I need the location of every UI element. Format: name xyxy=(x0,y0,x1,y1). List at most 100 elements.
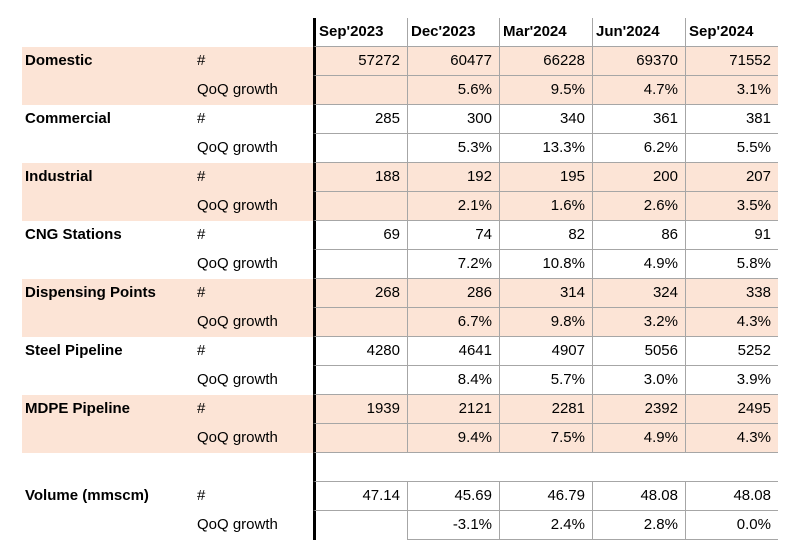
value-cell[interactable]: 1.6% xyxy=(500,192,593,221)
value-cell[interactable]: 2281 xyxy=(500,395,593,424)
column-header[interactable]: Jun'2024 xyxy=(593,18,686,47)
value-cell[interactable]: 48.08 xyxy=(593,482,686,511)
value-cell[interactable]: 192 xyxy=(408,163,500,192)
value-cell[interactable]: 45.69 xyxy=(408,482,500,511)
row-label[interactable]: Industrial xyxy=(22,163,196,192)
value-cell[interactable]: 82 xyxy=(500,221,593,250)
column-header[interactable]: Sep'2024 xyxy=(686,18,778,47)
row-label[interactable]: Domestic xyxy=(22,47,196,76)
row-label-spacer[interactable] xyxy=(22,76,196,105)
metric-label[interactable]: QoQ growth xyxy=(197,516,278,533)
value-cell[interactable]: 2.1% xyxy=(408,192,500,221)
value-cell[interactable] xyxy=(313,366,408,395)
value-cell[interactable]: 381 xyxy=(686,105,778,134)
value-cell[interactable]: 2392 xyxy=(593,395,686,424)
value-cell[interactable]: 5.3% xyxy=(408,134,500,163)
value-cell[interactable] xyxy=(313,511,408,540)
value-cell[interactable]: 4.3% xyxy=(686,424,778,453)
value-cell[interactable]: 74 xyxy=(408,221,500,250)
value-cell[interactable]: 3.9% xyxy=(686,366,778,395)
row-label-spacer[interactable] xyxy=(22,134,196,163)
metric-label[interactable]: # xyxy=(197,226,206,243)
value-cell[interactable]: 5.8% xyxy=(686,250,778,279)
value-cell[interactable]: 2.8% xyxy=(593,511,686,540)
value-cell[interactable]: 200 xyxy=(593,163,686,192)
row-label[interactable]: Dispensing Points xyxy=(22,279,196,308)
value-cell[interactable] xyxy=(313,134,408,163)
value-cell[interactable]: 4.9% xyxy=(593,250,686,279)
metric-label[interactable]: QoQ growth xyxy=(196,308,313,337)
value-cell[interactable]: 3.5% xyxy=(686,192,778,221)
value-cell[interactable]: 2121 xyxy=(408,395,500,424)
value-cell[interactable] xyxy=(313,308,408,337)
row-label-spacer[interactable] xyxy=(22,250,196,279)
value-cell[interactable]: 4907 xyxy=(500,337,593,366)
value-cell[interactable]: 5252 xyxy=(686,337,778,366)
column-header[interactable]: Mar'2024 xyxy=(500,18,593,47)
value-cell[interactable]: 66228 xyxy=(500,47,593,76)
row-label-spacer[interactable] xyxy=(22,424,196,453)
value-cell[interactable]: 60477 xyxy=(408,47,500,76)
value-cell[interactable]: 324 xyxy=(593,279,686,308)
value-cell[interactable]: 5.7% xyxy=(500,366,593,395)
value-cell[interactable]: 7.5% xyxy=(500,424,593,453)
value-cell[interactable]: 2495 xyxy=(686,395,778,424)
value-cell[interactable]: 57272 xyxy=(313,47,408,76)
value-cell[interactable]: 300 xyxy=(408,105,500,134)
value-cell[interactable]: 340 xyxy=(500,105,593,134)
value-cell[interactable]: 48.08 xyxy=(686,482,778,511)
metric-label[interactable]: # xyxy=(197,110,206,127)
value-cell[interactable]: 9.5% xyxy=(500,76,593,105)
value-cell[interactable]: 86 xyxy=(593,221,686,250)
row-label-spacer[interactable] xyxy=(22,308,196,337)
metric-label[interactable]: QoQ growth xyxy=(196,192,313,221)
value-cell[interactable]: 0.0% xyxy=(686,511,778,540)
value-cell[interactable]: 7.2% xyxy=(408,250,500,279)
value-cell[interactable]: -3.1% xyxy=(408,511,500,540)
metric-label[interactable]: QoQ growth xyxy=(196,424,313,453)
row-label[interactable]: MDPE Pipeline xyxy=(22,395,196,424)
value-cell[interactable]: 3.0% xyxy=(593,366,686,395)
value-cell[interactable]: 207 xyxy=(686,163,778,192)
row-label[interactable]: CNG Stations xyxy=(25,226,122,243)
value-cell[interactable] xyxy=(313,250,408,279)
value-cell[interactable]: 4.9% xyxy=(593,424,686,453)
metric-label[interactable]: QoQ growth xyxy=(197,139,278,156)
value-cell[interactable]: 6.7% xyxy=(408,308,500,337)
row-label[interactable]: Steel Pipeline xyxy=(25,342,123,359)
value-cell[interactable]: 268 xyxy=(313,279,408,308)
value-cell[interactable] xyxy=(313,192,408,221)
row-label[interactable]: Volume (mmscm) xyxy=(25,487,149,504)
value-cell[interactable]: 5056 xyxy=(593,337,686,366)
row-label-spacer[interactable] xyxy=(22,511,196,540)
value-cell[interactable]: 9.8% xyxy=(500,308,593,337)
value-cell[interactable]: 1939 xyxy=(313,395,408,424)
metric-label[interactable]: QoQ growth xyxy=(197,255,278,272)
value-cell[interactable]: 4.7% xyxy=(593,76,686,105)
value-cell[interactable]: 9.4% xyxy=(408,424,500,453)
value-cell[interactable] xyxy=(313,76,408,105)
value-cell[interactable]: 71552 xyxy=(686,47,778,76)
column-header[interactable]: Sep'2023 xyxy=(313,18,408,47)
value-cell[interactable]: 5.5% xyxy=(686,134,778,163)
value-cell[interactable] xyxy=(313,424,408,453)
metric-label[interactable]: # xyxy=(196,395,313,424)
value-cell[interactable]: 91 xyxy=(686,221,778,250)
row-label[interactable]: Commercial xyxy=(25,110,111,127)
value-cell[interactable]: 195 xyxy=(500,163,593,192)
value-cell[interactable]: 13.3% xyxy=(500,134,593,163)
metric-label[interactable]: # xyxy=(196,47,313,76)
value-cell[interactable]: 3.1% xyxy=(686,76,778,105)
value-cell[interactable]: 361 xyxy=(593,105,686,134)
value-cell[interactable]: 4641 xyxy=(408,337,500,366)
value-cell[interactable]: 5.6% xyxy=(408,76,500,105)
value-cell[interactable]: 46.79 xyxy=(500,482,593,511)
value-cell[interactable]: 3.2% xyxy=(593,308,686,337)
value-cell[interactable]: 10.8% xyxy=(500,250,593,279)
metric-label[interactable]: QoQ growth xyxy=(196,76,313,105)
value-cell[interactable]: 4280 xyxy=(313,337,408,366)
value-cell[interactable]: 6.2% xyxy=(593,134,686,163)
value-cell[interactable]: 4.3% xyxy=(686,308,778,337)
metric-label[interactable]: # xyxy=(197,487,206,504)
value-cell[interactable]: 314 xyxy=(500,279,593,308)
